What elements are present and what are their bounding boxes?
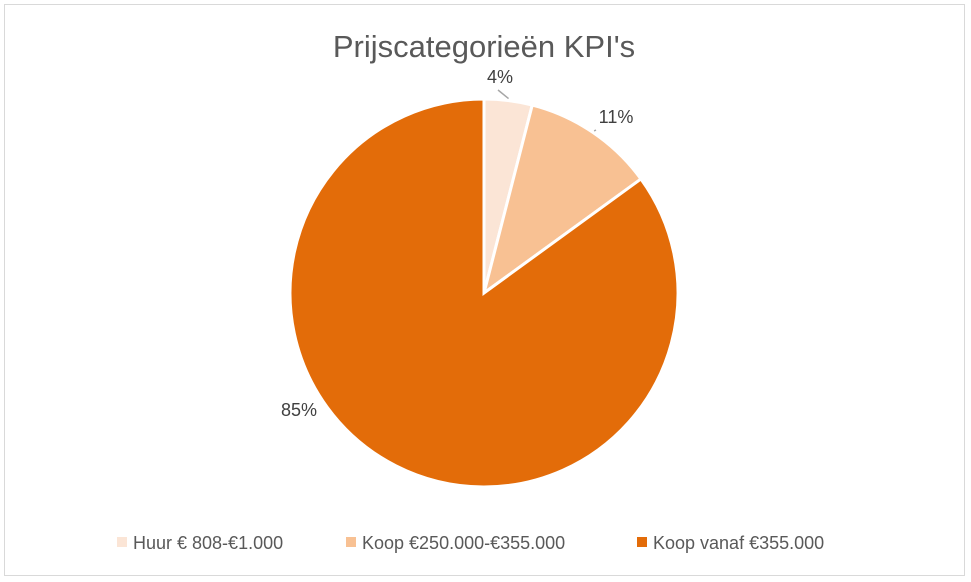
data-label-1: 4% bbox=[487, 67, 513, 87]
data-label-3: 85% bbox=[281, 400, 317, 420]
legend-swatch-1 bbox=[117, 537, 127, 547]
legend-label-3: Koop vanaf €355.000 bbox=[653, 533, 824, 553]
legend-label-1: Huur € 808-€1.000 bbox=[133, 533, 283, 553]
legend-swatch-2 bbox=[346, 537, 356, 547]
legend: Huur € 808-€1.000 Koop €250.000-€355.000 K… bbox=[117, 533, 824, 553]
leader-lines bbox=[497, 89, 597, 132]
chart-title: Prijscategorieën KPI's bbox=[333, 29, 635, 64]
pie-slices bbox=[288, 97, 680, 489]
pie-slice-3 bbox=[288, 97, 680, 489]
legend-label-2: Koop €250.000-€355.000 bbox=[362, 533, 565, 553]
legend-swatch-3 bbox=[637, 537, 647, 547]
leader-line-1 bbox=[497, 89, 510, 100]
leader-line-2 bbox=[593, 129, 597, 132]
data-label-2: 11% bbox=[599, 107, 634, 127]
data-labels: 4% 11% 85% bbox=[281, 67, 633, 420]
pie-slice-2 bbox=[481, 103, 644, 297]
